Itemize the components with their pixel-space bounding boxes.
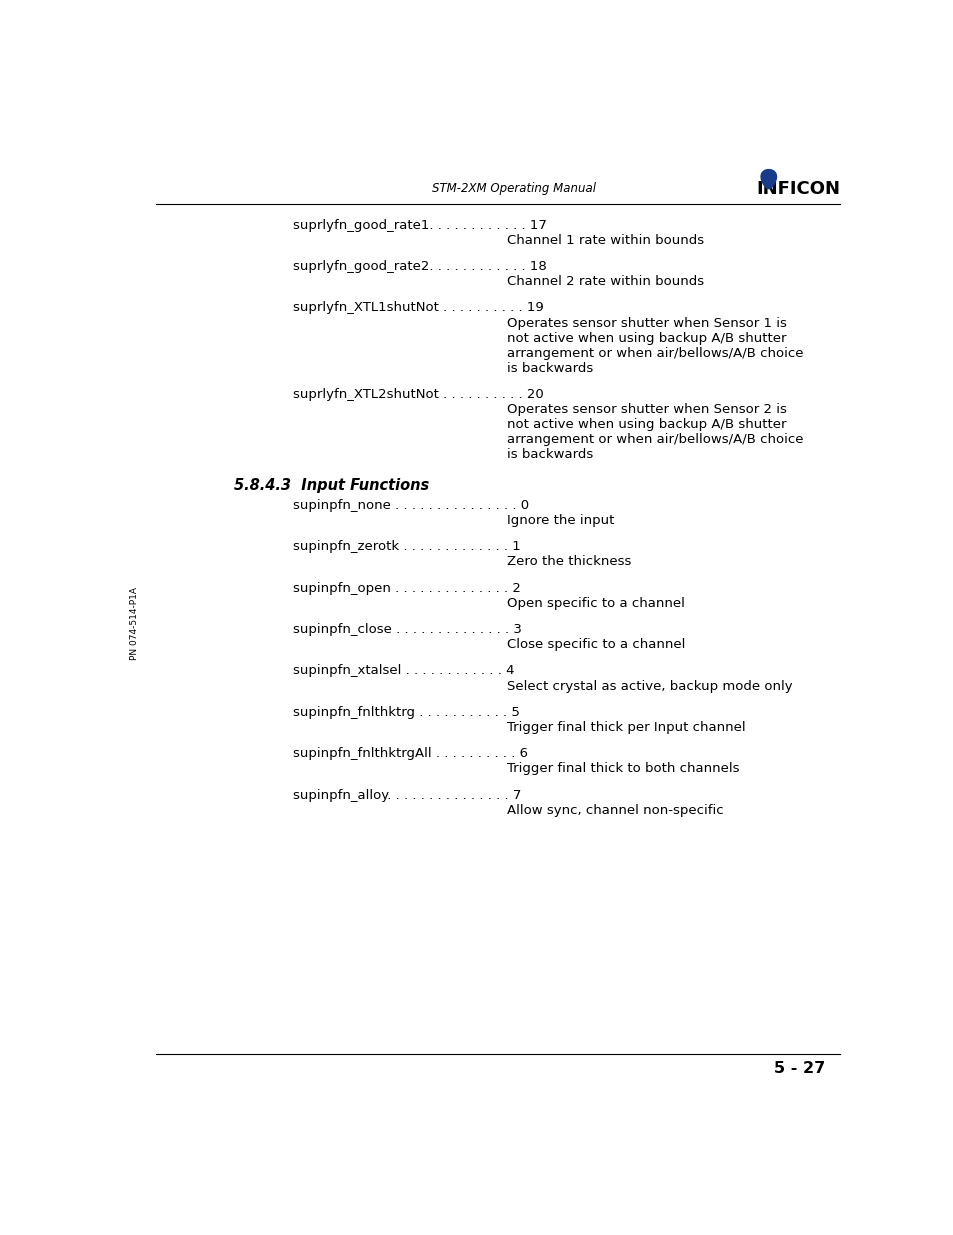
Text: Select crystal as active, backup mode only: Select crystal as active, backup mode on…: [507, 679, 792, 693]
Text: Ignore the input: Ignore the input: [507, 514, 614, 526]
Text: supinpfn_fnlthktrgAll . . . . . . . . . . 6: supinpfn_fnlthktrgAll . . . . . . . . . …: [293, 747, 527, 761]
Text: suprlyfn_XTL1shutNot . . . . . . . . . . 19: suprlyfn_XTL1shutNot . . . . . . . . . .…: [293, 301, 543, 315]
Text: Operates sensor shutter when Sensor 2 is: Operates sensor shutter when Sensor 2 is: [507, 403, 786, 416]
Text: 5 - 27: 5 - 27: [773, 1061, 824, 1076]
Text: Trigger final thick per Input channel: Trigger final thick per Input channel: [507, 721, 745, 734]
Text: is backwards: is backwards: [507, 362, 593, 374]
Text: Trigger final thick to both channels: Trigger final thick to both channels: [507, 762, 740, 776]
Text: Channel 1 rate within bounds: Channel 1 rate within bounds: [507, 233, 704, 247]
Text: Operates sensor shutter when Sensor 1 is: Operates sensor shutter when Sensor 1 is: [507, 316, 786, 330]
Text: suprlyfn_good_rate1. . . . . . . . . . . . 17: suprlyfn_good_rate1. . . . . . . . . . .…: [293, 219, 546, 232]
Text: supinpfn_xtalsel . . . . . . . . . . . . 4: supinpfn_xtalsel . . . . . . . . . . . .…: [293, 664, 514, 678]
Text: arrangement or when air/bellows/A/B choice: arrangement or when air/bellows/A/B choi…: [507, 347, 803, 359]
Text: supinpfn_open . . . . . . . . . . . . . . 2: supinpfn_open . . . . . . . . . . . . . …: [293, 582, 520, 594]
Text: suprlyfn_good_rate2. . . . . . . . . . . . 18: suprlyfn_good_rate2. . . . . . . . . . .…: [293, 261, 546, 273]
Polygon shape: [760, 169, 776, 189]
Text: Close specific to a channel: Close specific to a channel: [507, 638, 685, 651]
Text: supinpfn_close . . . . . . . . . . . . . . 3: supinpfn_close . . . . . . . . . . . . .…: [293, 622, 521, 636]
Text: INFICON: INFICON: [756, 179, 840, 198]
Text: Channel 2 rate within bounds: Channel 2 rate within bounds: [507, 275, 704, 288]
Text: 5.8.4.3  Input Functions: 5.8.4.3 Input Functions: [233, 478, 429, 493]
Text: supinpfn_none . . . . . . . . . . . . . . . 0: supinpfn_none . . . . . . . . . . . . . …: [293, 499, 529, 511]
Text: supinpfn_fnlthktrg . . . . . . . . . . . 5: supinpfn_fnlthktrg . . . . . . . . . . .…: [293, 706, 519, 719]
Text: arrangement or when air/bellows/A/B choice: arrangement or when air/bellows/A/B choi…: [507, 433, 803, 446]
Text: Allow sync, channel non-specific: Allow sync, channel non-specific: [507, 804, 723, 816]
Text: suprlyfn_XTL2shutNot . . . . . . . . . . 20: suprlyfn_XTL2shutNot . . . . . . . . . .…: [293, 388, 543, 401]
Text: is backwards: is backwards: [507, 448, 593, 461]
Text: Open specific to a channel: Open specific to a channel: [507, 597, 684, 610]
Text: not active when using backup A/B shutter: not active when using backup A/B shutter: [507, 331, 786, 345]
Text: supinpfn_zerotk . . . . . . . . . . . . . 1: supinpfn_zerotk . . . . . . . . . . . . …: [293, 540, 520, 553]
Text: STM-2XM Operating Manual: STM-2XM Operating Manual: [432, 182, 596, 195]
Text: supinpfn_alloy. . . . . . . . . . . . . . . 7: supinpfn_alloy. . . . . . . . . . . . . …: [293, 789, 521, 802]
Text: not active when using backup A/B shutter: not active when using backup A/B shutter: [507, 419, 786, 431]
Text: PN 074-514-P1A: PN 074-514-P1A: [130, 587, 138, 661]
Text: Zero the thickness: Zero the thickness: [507, 556, 631, 568]
